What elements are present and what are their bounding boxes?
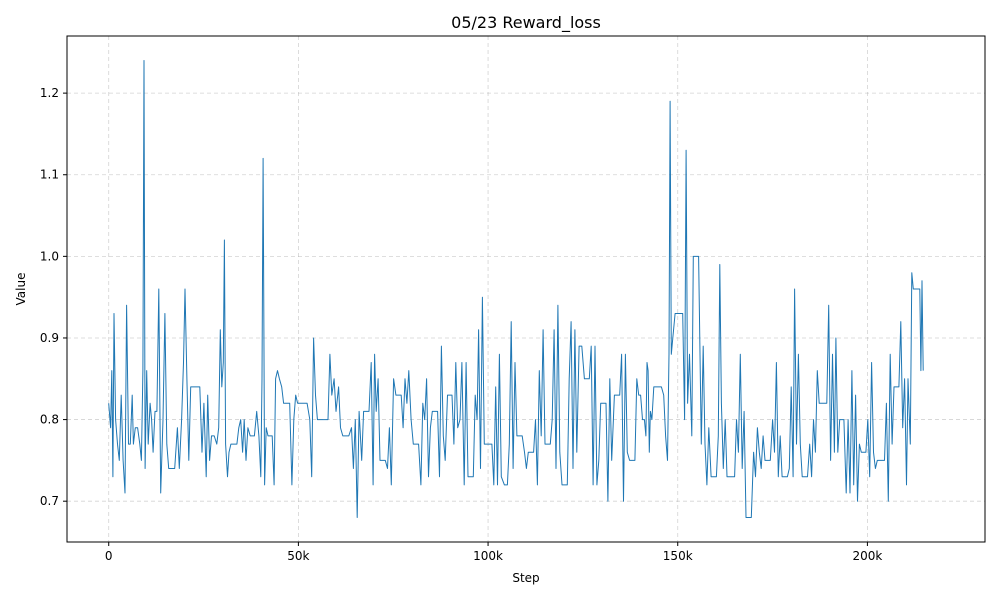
series-layer xyxy=(108,60,924,518)
y-axis: 0.7 0.8 0.9 1.0 1.1 1.2 xyxy=(40,86,67,508)
x-tick-label: 200k xyxy=(852,549,882,563)
plot-frame xyxy=(66,35,986,543)
x-tick-label: 100k xyxy=(473,549,503,563)
y-tick-label: 1.2 xyxy=(40,86,59,100)
chart-title: 05/23 Reward_loss xyxy=(451,13,601,33)
y-tick-label: 0.8 xyxy=(40,413,59,427)
grid-lines xyxy=(67,36,985,542)
x-tick-label: 0 xyxy=(105,549,113,563)
reward-loss-line xyxy=(108,60,924,518)
x-axis: 0 50k 100k 150k 200k xyxy=(105,542,882,563)
y-tick-label: 0.7 xyxy=(40,494,59,508)
x-tick-label: 150k xyxy=(663,549,693,563)
y-tick-label: 1.0 xyxy=(40,249,59,263)
y-tick-label: 1.1 xyxy=(40,168,59,182)
y-axis-label: Value xyxy=(14,273,28,306)
x-axis-label: Step xyxy=(512,571,539,585)
y-tick-label: 0.9 xyxy=(40,331,59,345)
x-tick-label: 50k xyxy=(287,549,309,563)
